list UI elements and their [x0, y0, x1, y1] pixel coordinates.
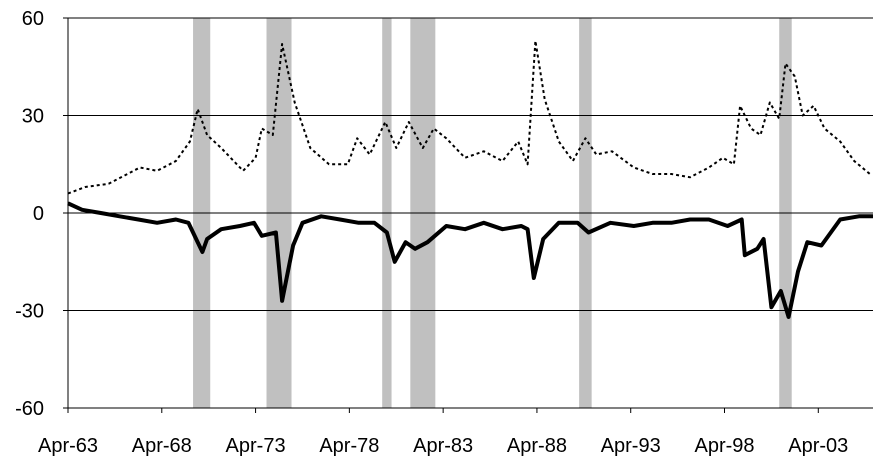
x-tick-label: Apr-78 — [319, 435, 379, 457]
x-tick-labels: Apr-63 Apr-68 Apr-73 Apr-78 Apr-83 Apr-88 Apr-… — [38, 435, 848, 457]
solid-series-line — [67, 201, 873, 319]
y-tick-label: 30 — [22, 106, 44, 128]
axes-group — [63, 17, 873, 413]
x-tick-label: Apr-03 — [788, 435, 848, 457]
x-tick-label: Apr-73 — [226, 435, 286, 457]
dotted-series-line — [67, 39, 871, 195]
y-tick-label: -30 — [15, 301, 44, 323]
x-tick-label: Apr-88 — [507, 435, 567, 457]
x-tick-label: Apr-93 — [601, 435, 661, 457]
x-tick-label: Apr-63 — [38, 435, 98, 457]
gridlines-group — [68, 17, 873, 311]
series-group — [67, 39, 873, 319]
x-tick-label: Apr-83 — [413, 435, 473, 457]
x-tick-label: Apr-68 — [132, 435, 192, 457]
x-tick-label: Apr-98 — [694, 435, 754, 457]
y-tick-label: -60 — [15, 398, 44, 420]
y-tick-label: 60 — [22, 8, 44, 30]
y-tick-label: 0 — [33, 203, 44, 225]
y-tick-labels: 60 30 0 -30 -60 — [15, 8, 44, 420]
